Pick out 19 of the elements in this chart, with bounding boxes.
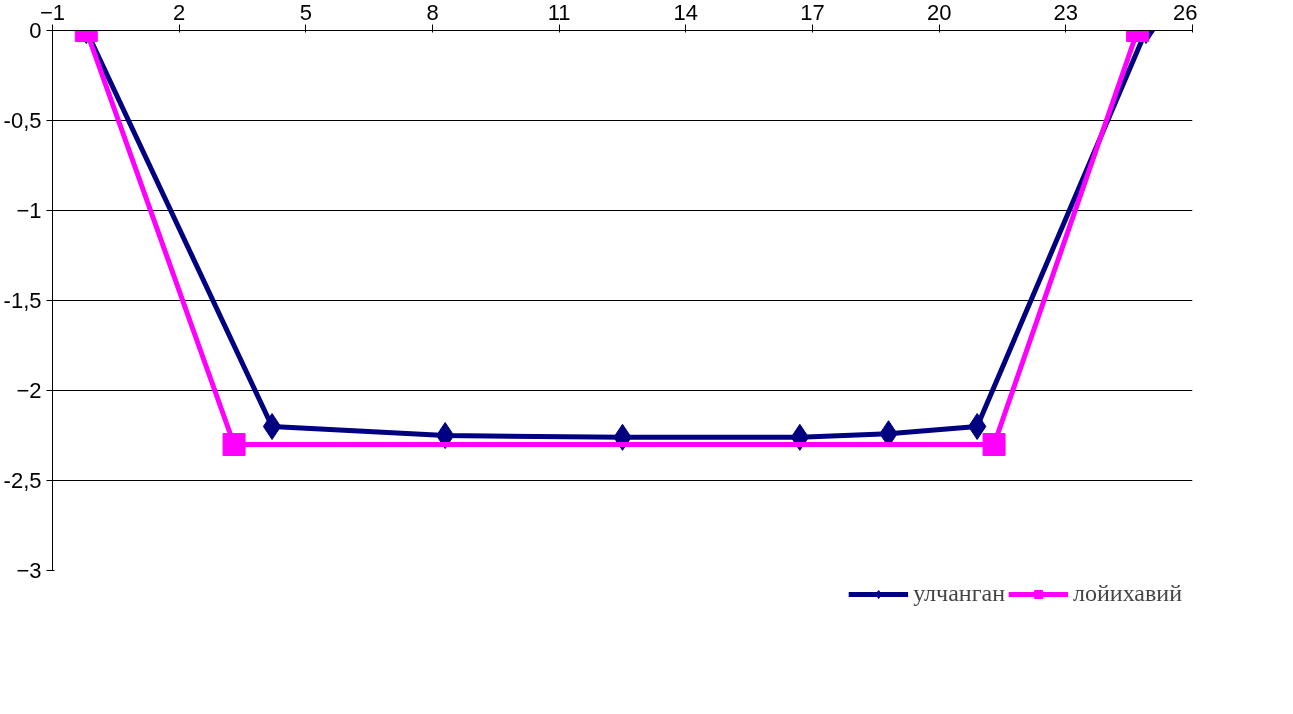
x-tick-label: −1 (39, 0, 66, 25)
legend-label: улчанган (913, 580, 1005, 607)
y-tick-label: −3 (16, 558, 42, 583)
x-tick-label: 8 (426, 0, 439, 25)
x-tick-label: 20 (926, 0, 952, 25)
y-tick-label: -1,5 (3, 288, 42, 313)
x-tick-label: 17 (800, 0, 825, 25)
x-tick-label: 11 (547, 0, 571, 25)
x-tick-label: 5 (299, 0, 312, 25)
x-tick-label: 26 (1173, 0, 1198, 25)
y-tick-label: -2,5 (3, 468, 42, 493)
x-tick-label: 14 (673, 0, 699, 25)
y-tick-label: −2 (16, 378, 42, 403)
x-tick-label: 2 (173, 0, 186, 25)
y-tick-label: 0 (29, 18, 42, 43)
y-tick-label: -0,5 (3, 108, 42, 133)
y-tick-label: −1 (16, 198, 42, 223)
legend-label: лойихавий (1072, 580, 1182, 607)
x-tick-label: 23 (1053, 0, 1079, 25)
